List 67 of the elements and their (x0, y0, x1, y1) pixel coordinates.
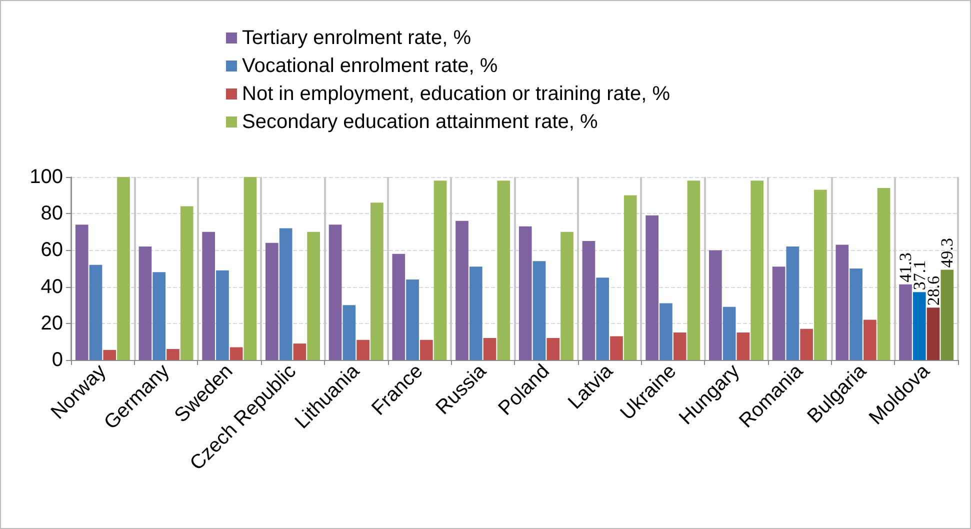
bar (899, 284, 912, 360)
bar (660, 303, 672, 360)
bar (709, 250, 722, 360)
y-tick-label: 80 (40, 202, 63, 225)
bar (546, 338, 560, 360)
bar (863, 320, 876, 360)
legend-label: Vocational enrolment rate, % (242, 55, 498, 77)
y-tick-label: 20 (40, 312, 63, 334)
bar (370, 202, 384, 360)
bar (152, 272, 166, 360)
bar (469, 266, 482, 360)
bar (673, 332, 686, 360)
bar (940, 270, 954, 360)
legend-label: Not in employment, education or training rate, % (242, 83, 670, 105)
bar (877, 188, 890, 360)
bar (279, 228, 292, 360)
bar (483, 338, 496, 360)
bar (596, 278, 610, 360)
bar (532, 261, 546, 360)
bar (328, 224, 342, 360)
bar (722, 306, 736, 360)
bar (772, 266, 786, 360)
bar (850, 268, 862, 360)
bar (166, 349, 180, 360)
bar (138, 246, 152, 360)
bar (89, 264, 102, 360)
bar (497, 180, 510, 360)
bar (518, 226, 532, 360)
legend-label: Tertiary enrolment rate, % (242, 27, 472, 49)
bar (420, 340, 433, 360)
bar (836, 244, 849, 360)
y-tick-label: 40 (40, 276, 63, 298)
bar (103, 350, 116, 360)
y-tick-label: 0 (52, 349, 63, 371)
y-tick-label: 100 (30, 166, 63, 188)
bar (926, 308, 940, 360)
bar (687, 180, 700, 360)
bar (750, 180, 764, 360)
bar (342, 305, 356, 360)
bar (216, 270, 229, 360)
bar (392, 254, 406, 360)
legend-label: Secondary education attainment rate, % (242, 111, 598, 133)
bar (912, 292, 926, 360)
bar (582, 241, 596, 360)
y-tick-label: 60 (40, 239, 63, 262)
data-label: 49.3 (938, 238, 957, 268)
bar (736, 332, 750, 360)
bar (624, 195, 637, 360)
bar (180, 206, 194, 360)
bar (610, 336, 623, 360)
bar (356, 340, 370, 360)
bar (456, 220, 468, 360)
bar (293, 344, 306, 360)
bar (814, 190, 827, 360)
bar (786, 246, 800, 360)
bar (307, 232, 320, 360)
bar (800, 328, 813, 360)
bar (117, 177, 130, 360)
bar (230, 347, 243, 360)
bar (266, 242, 278, 360)
bar (406, 279, 419, 360)
bar (434, 180, 447, 360)
bar (202, 232, 215, 360)
bar (560, 232, 574, 360)
bar (75, 224, 88, 360)
bar (646, 215, 658, 360)
bar (244, 177, 257, 360)
